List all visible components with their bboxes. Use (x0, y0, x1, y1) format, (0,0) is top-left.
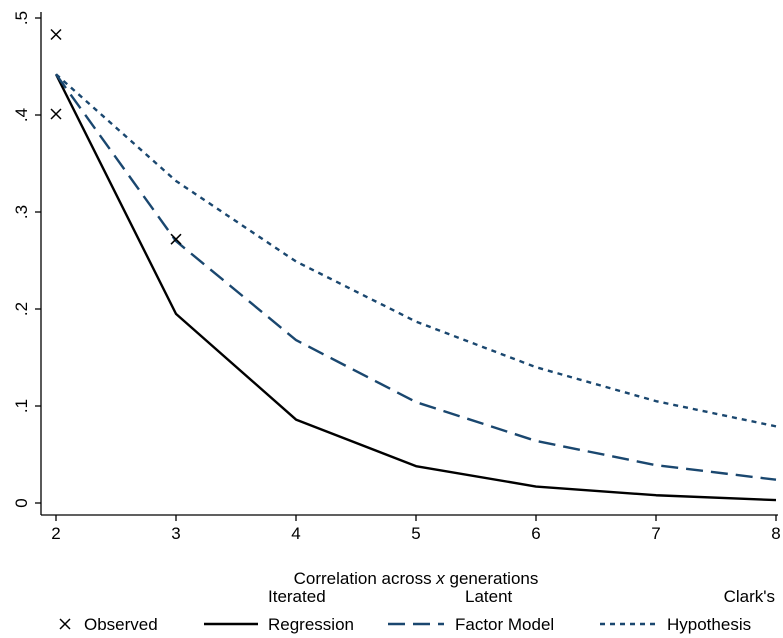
x-tick-label: 6 (531, 524, 540, 543)
x-axis-title-part: generations (445, 569, 539, 588)
legend-item-clark: Clark's Hypothesis (600, 587, 775, 634)
y-tick-label: .3 (12, 205, 31, 219)
observed-point (50, 108, 62, 120)
x-tick-label: 2 (51, 524, 60, 543)
y-tick-label: .2 (12, 302, 31, 316)
observed-point (170, 233, 182, 245)
legend-item-observed: Observed (59, 615, 158, 634)
legend-label-line2: Hypothesis (667, 615, 751, 634)
legend-label-line2: Factor Model (455, 615, 554, 634)
marker-stroke (50, 28, 62, 41)
y-tick-label: .4 (12, 108, 31, 122)
marker-stroke (50, 108, 62, 120)
x-tick-label: 4 (291, 524, 300, 543)
x-tick-label: 5 (411, 524, 420, 543)
observed-point (50, 28, 62, 41)
chart-series (54, 73, 777, 502)
marker-stroke (59, 618, 71, 630)
x-axis-title: Correlation across x generations (294, 569, 539, 588)
x-tick-label: 8 (771, 524, 780, 543)
legend-item-latent: Latent Factor Model (388, 587, 554, 634)
y-tick-label: 0 (12, 498, 31, 507)
clark-line (55, 73, 777, 428)
chart-axes: 0 .1 .2 .3 .4 .5 2 3 4 5 6 7 8 (12, 11, 781, 543)
legend-label-line2: Observed (84, 615, 158, 634)
marker-stroke (170, 233, 182, 245)
x-tick-label: 7 (651, 524, 660, 543)
legend: Observed Iterated Regression Latent Factor M… (59, 587, 775, 634)
y-tick-label: .5 (12, 11, 31, 25)
chart-markers (50, 28, 182, 245)
legend-label-line1: Latent (465, 587, 513, 606)
legend-symbol (59, 618, 71, 630)
latent-line (55, 73, 777, 481)
x-axis-title-part: x (435, 569, 445, 588)
legend-label-line1: Clark's (724, 587, 775, 606)
x-axis-title-part: Correlation across (294, 569, 437, 588)
legend-item-iterated: Iterated Regression (204, 587, 354, 634)
y-tick-label: .1 (12, 399, 31, 413)
legend-label-line2: Regression (268, 615, 354, 634)
legend-label-line1: Iterated (268, 587, 326, 606)
iterated-line (54, 73, 777, 502)
x-tick-label: 3 (171, 524, 180, 543)
